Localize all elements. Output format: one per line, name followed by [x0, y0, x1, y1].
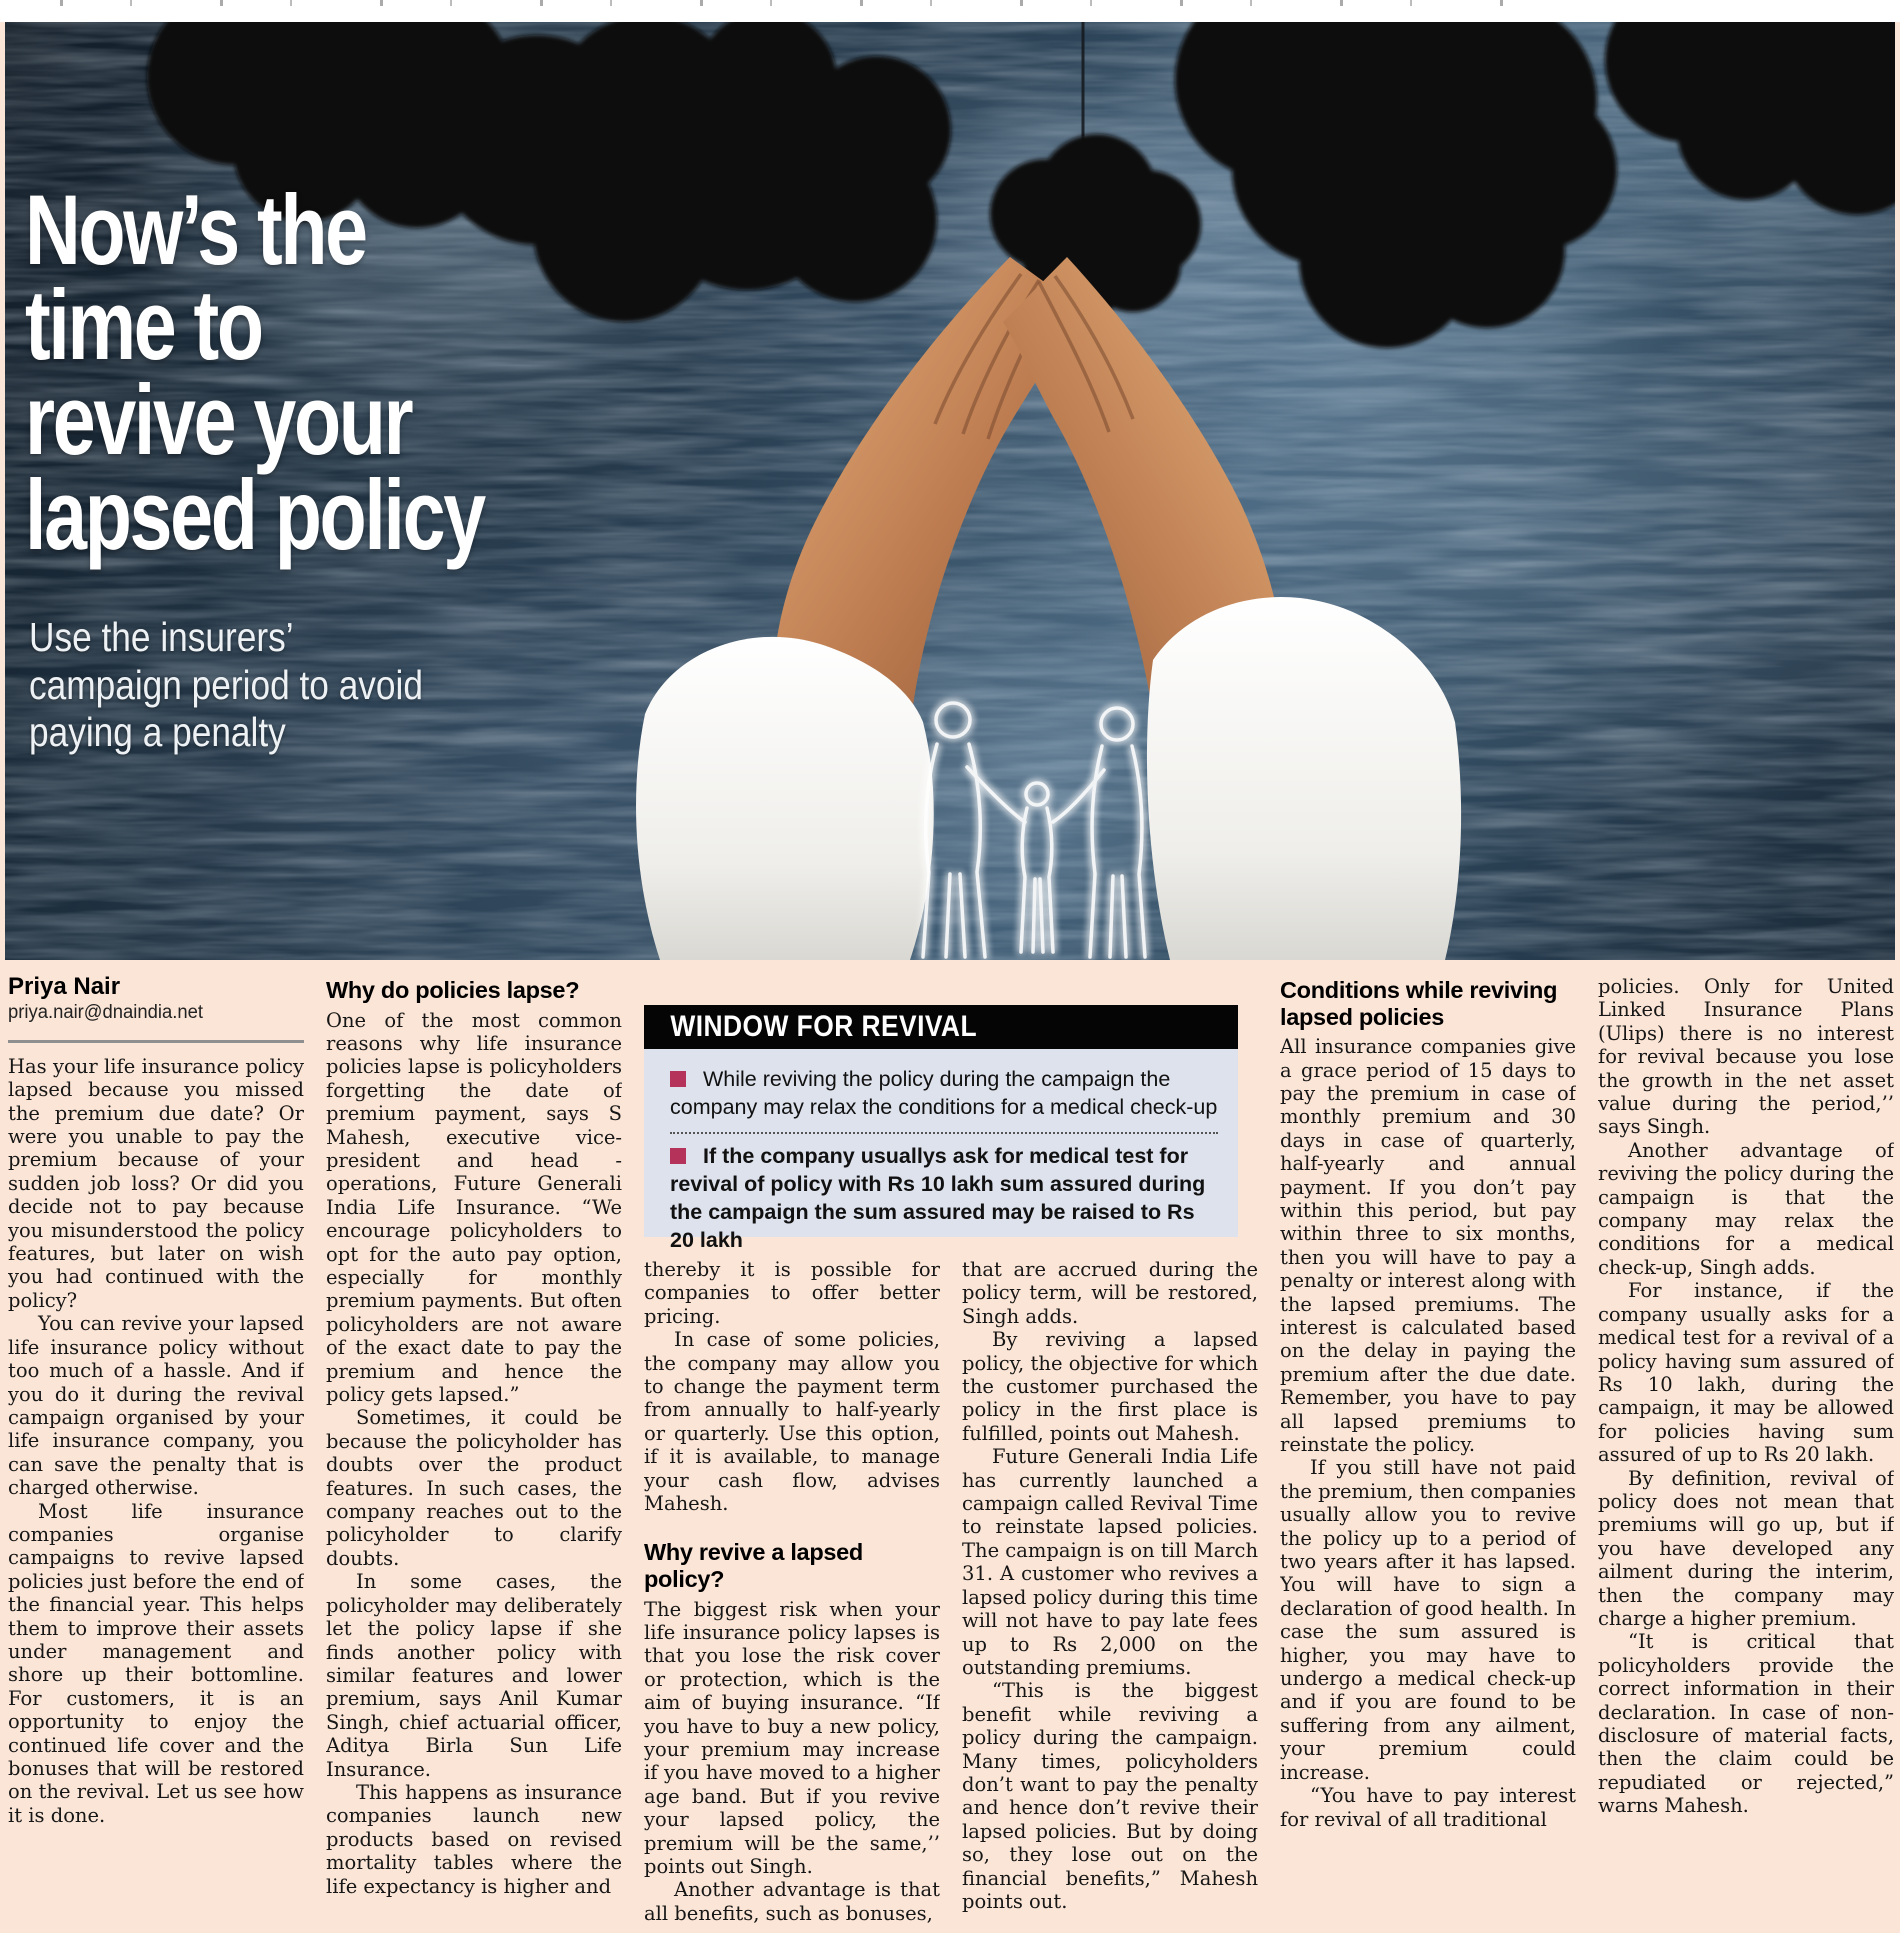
body-paragraph: All insurance companies give a grace per…: [1280, 1035, 1576, 1456]
byline-email: priya.nair@dnaindia.net: [8, 1002, 203, 1024]
headline-line: lapsed policy: [25, 459, 486, 571]
section-heading: Why do policies lapse?: [326, 977, 580, 1003]
body-paragraph: policies. Only for United Linked Insuran…: [1598, 975, 1894, 1139]
subheadline: Use the insurers’ campaign period to avoi…: [29, 614, 423, 757]
headline-line: revive your: [25, 364, 414, 476]
box-body: While reviving the policy during the cam…: [644, 1049, 1238, 1252]
headline-line: time to: [25, 269, 264, 381]
body-paragraph: One of the most common reasons why life …: [326, 1008, 622, 1407]
box-title-bar: WINDOW FOR REVIVAL: [644, 1005, 1238, 1049]
cropped-masthead-strip: [0, 0, 1900, 22]
body-paragraph: “It is critical that policyholders provi…: [1598, 1630, 1894, 1818]
article-column-6: policies. Only for United Linked Insuran…: [1598, 975, 1894, 1933]
bullet-text: If the company usuallys ask for medical …: [670, 1143, 1206, 1252]
article-column-3: thereby it is possible for companies to …: [644, 1258, 940, 1933]
square-bullet-icon: [670, 1071, 686, 1087]
body-paragraph: thereby it is possible for companies to …: [644, 1258, 940, 1328]
cropped-masthead-text: [60, 0, 1560, 6]
body-paragraph: Most life insurance companies organise c…: [8, 1499, 304, 1827]
article-column-4: that are accrued during the policy term,…: [962, 1258, 1258, 1933]
family-outline-icon: [921, 701, 1147, 959]
cloud-icon: [1175, 22, 1617, 348]
section-heading: Why revive a lapsed policy?: [644, 1539, 863, 1593]
article-column-1: Priya Nair priya.nair@dnaindia.net Has you…: [8, 975, 304, 1933]
body-paragraph: If you still have not paid the premium, …: [1280, 1456, 1576, 1784]
byline-author: Priya Nair: [8, 975, 121, 1000]
body-paragraph: The biggest risk when your life insuranc…: [644, 1597, 940, 1879]
subheadline-line: paying a penalty: [29, 709, 286, 756]
headline-line: Now’s the: [25, 174, 368, 285]
body-paragraph: that are accrued during the policy term,…: [962, 1258, 1258, 1328]
body-paragraph: By reviving a lapsed policy, the objecti…: [962, 1328, 1258, 1445]
right-sleeve-cuff: [1146, 597, 1462, 960]
body-paragraph: You can revive your lapsed life insuranc…: [8, 1312, 304, 1500]
window-for-revival-box: WINDOW FOR REVIVAL While reviving the po…: [644, 1005, 1238, 1252]
body-paragraph: “This is the biggest benefit while reviv…: [962, 1679, 1258, 1913]
body-paragraph: Another advantage of reviving the policy…: [1598, 1138, 1894, 1279]
body-paragraph: By definition, revival of policy does no…: [1598, 1466, 1894, 1630]
body-paragraph: Another advantage is that all benefits, …: [644, 1878, 940, 1925]
box-title: WINDOW FOR REVIVAL: [670, 1010, 978, 1043]
revival-box-bullet: If the company usuallys ask for medical …: [670, 1131, 1218, 1265]
article-column-5: Conditions while reviving lapsed policie…: [1280, 975, 1576, 1933]
cloud-icon: [1605, 22, 1895, 215]
hands-roof-illustration: [5, 22, 1895, 960]
body-paragraph: This happens as insurance companies laun…: [326, 1780, 622, 1898]
subheadline-line: Use the insurers’: [29, 614, 294, 660]
body-paragraph: In case of some policies, the company ma…: [644, 1328, 940, 1516]
body-paragraph: For instance, if the company usually ask…: [1598, 1279, 1894, 1467]
section-heading: Conditions while reviving lapsed policie…: [1280, 977, 1558, 1030]
headline: Now’s the time to revive your lapsed policy: [25, 174, 486, 571]
byline-divider: [8, 1039, 304, 1043]
body-paragraph: Has your life insurance policy lapsed be…: [8, 1054, 304, 1312]
right-hand: [1003, 257, 1283, 714]
revival-box-bullet: While reviving the policy during the cam…: [670, 1057, 1218, 1132]
bullet-text: While reviving the policy during the cam…: [670, 1067, 1218, 1119]
cloud-icon: [147, 22, 951, 322]
square-bullet-icon: [670, 1147, 686, 1164]
body-paragraph: Future Generali India Life has currently…: [962, 1445, 1258, 1679]
article-column-2: Why do policies lapse? One of the most co…: [326, 975, 622, 1933]
subheadline-line: campaign period to avoid: [29, 661, 424, 708]
body-paragraph: “You have to pay interest for revival of…: [1280, 1784, 1576, 1831]
body-paragraph: Sometimes, it could be because the polic…: [326, 1406, 622, 1570]
left-sleeve-cuff: [636, 636, 934, 960]
body-paragraph: In some cases, the policyholder may deli…: [326, 1570, 622, 1781]
hero-photo: Now’s the time to revive your lapsed policy…: [5, 22, 1895, 960]
